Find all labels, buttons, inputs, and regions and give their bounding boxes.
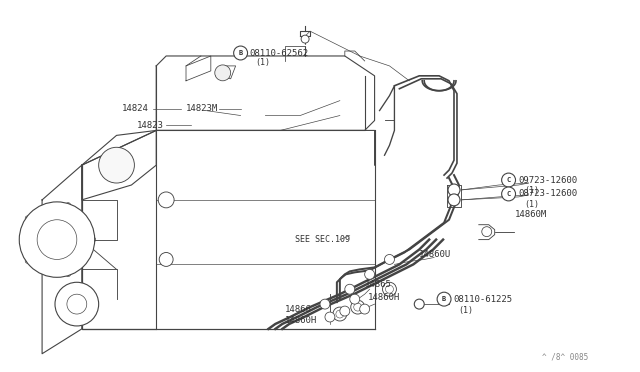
Circle shape	[159, 253, 173, 266]
Circle shape	[385, 254, 394, 264]
Circle shape	[383, 282, 396, 296]
Circle shape	[99, 147, 134, 183]
Circle shape	[215, 65, 230, 81]
Circle shape	[336, 310, 344, 318]
Text: 08110-61225: 08110-61225	[453, 295, 512, 304]
Text: ^ /8^ 0085: ^ /8^ 0085	[541, 352, 588, 361]
Ellipse shape	[25, 248, 44, 263]
Circle shape	[448, 194, 460, 206]
Circle shape	[55, 282, 99, 326]
Circle shape	[354, 303, 362, 311]
Circle shape	[414, 299, 424, 309]
Text: 14824: 14824	[122, 104, 148, 113]
Text: 14823: 14823	[136, 121, 163, 130]
Circle shape	[340, 306, 350, 316]
Text: 14860H: 14860H	[367, 293, 400, 302]
Text: B: B	[442, 296, 446, 302]
Text: B: B	[239, 50, 243, 56]
Text: SEE SEC.109: SEE SEC.109	[295, 235, 350, 244]
Text: (1): (1)	[524, 186, 540, 195]
Circle shape	[345, 284, 355, 294]
Circle shape	[234, 46, 248, 60]
Text: 08110-62562: 08110-62562	[250, 48, 308, 58]
Circle shape	[67, 294, 87, 314]
Text: 14860U: 14860U	[419, 250, 451, 259]
Text: 14860M: 14860M	[515, 210, 547, 219]
Text: (1): (1)	[458, 305, 473, 315]
Text: C: C	[506, 177, 511, 183]
Circle shape	[320, 299, 330, 309]
Circle shape	[437, 292, 451, 306]
Circle shape	[448, 184, 460, 196]
Circle shape	[482, 227, 492, 237]
Circle shape	[360, 304, 370, 314]
Circle shape	[385, 285, 394, 293]
Text: 14865: 14865	[365, 280, 392, 289]
Text: (1): (1)	[524, 201, 540, 209]
Circle shape	[502, 173, 516, 187]
Text: 14866: 14866	[285, 305, 312, 314]
Circle shape	[365, 269, 374, 279]
Text: 08723-12600: 08723-12600	[518, 189, 578, 198]
Circle shape	[301, 35, 309, 43]
Ellipse shape	[74, 235, 96, 244]
Text: 14823M: 14823M	[186, 104, 218, 113]
Text: C: C	[506, 191, 511, 197]
Circle shape	[333, 307, 347, 321]
Circle shape	[37, 220, 77, 259]
Circle shape	[158, 192, 174, 208]
Text: (1): (1)	[255, 58, 271, 67]
Circle shape	[351, 300, 365, 314]
Ellipse shape	[25, 216, 44, 231]
Ellipse shape	[60, 203, 72, 224]
Text: 09723-12600: 09723-12600	[518, 176, 578, 185]
Circle shape	[19, 202, 95, 277]
Circle shape	[502, 187, 516, 201]
Ellipse shape	[60, 256, 72, 276]
Text: 14860H: 14860H	[285, 317, 317, 326]
Circle shape	[350, 294, 360, 304]
Circle shape	[325, 312, 335, 322]
